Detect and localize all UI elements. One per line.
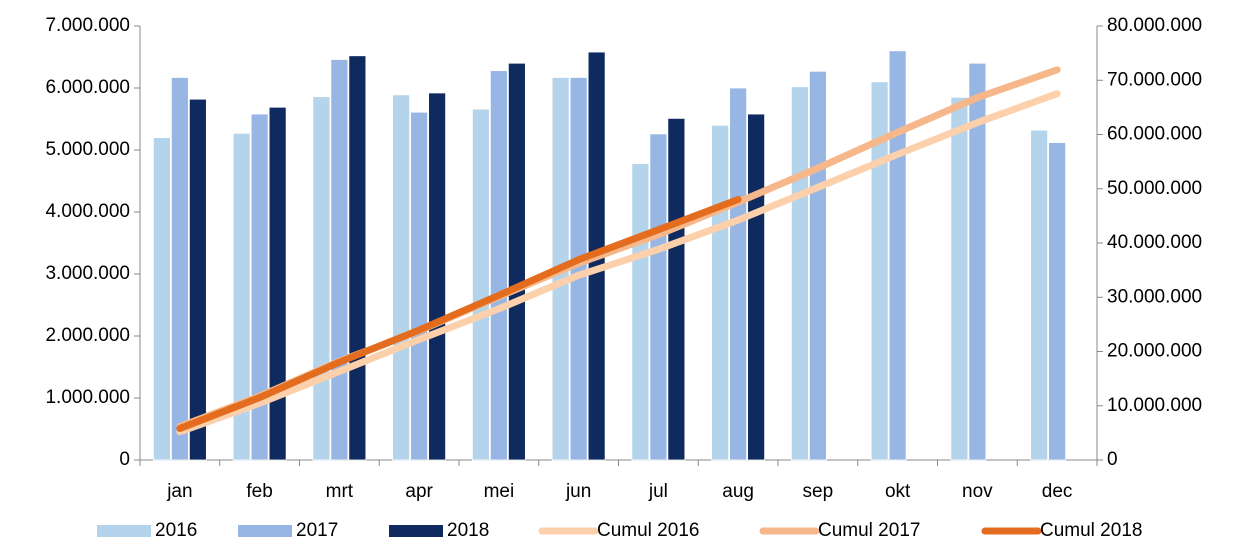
bar (667, 117, 686, 461)
bar (392, 94, 411, 461)
bar (808, 70, 827, 461)
y2-tick-label: 40.000.000 (1107, 232, 1202, 253)
bar (170, 77, 189, 461)
legend-label: 2016 (155, 520, 197, 541)
y-tick-label: 6.000.000 (45, 77, 130, 98)
bar (950, 96, 969, 461)
x-tick-label: mei (484, 481, 515, 502)
y-tick-label: 4.000.000 (45, 201, 130, 222)
bar (471, 108, 490, 461)
legend-swatch (238, 525, 292, 537)
bar (1030, 129, 1049, 461)
bar (312, 96, 331, 461)
bar (968, 62, 987, 461)
bar (428, 92, 447, 461)
bar (188, 98, 207, 461)
x-tick-label: jun (565, 481, 591, 502)
x-tick-label: jul (648, 481, 668, 502)
y-tick-label: 1.000.000 (45, 387, 130, 408)
x-tick-label: sep (803, 481, 834, 502)
y2-tick-label: 10.000.000 (1107, 395, 1202, 416)
y-tick-label: 0 (119, 449, 130, 470)
bar (747, 113, 766, 461)
bar (330, 59, 349, 461)
y2-tick-label: 20.000.000 (1107, 341, 1202, 362)
y2-tick-label: 50.000.000 (1107, 178, 1202, 199)
bar (729, 87, 748, 461)
legend-label: Cumul 2018 (1040, 520, 1142, 541)
bar (631, 163, 650, 461)
bar (232, 132, 251, 461)
y2-tick-label: 30.000.000 (1107, 286, 1202, 307)
bar (507, 62, 526, 461)
x-tick-label: jan (166, 481, 192, 502)
bar (152, 137, 171, 461)
y2-tick-label: 70.000.000 (1107, 69, 1202, 90)
line (176, 90, 1061, 436)
x-tick-label: nov (962, 481, 993, 502)
legend-label: 2018 (447, 520, 489, 541)
x-tick-label: dec (1042, 481, 1073, 502)
bar (649, 133, 668, 461)
bar (1048, 142, 1067, 461)
bar (489, 70, 508, 461)
y2-tick-label: 0 (1107, 449, 1118, 470)
bar (711, 124, 730, 461)
bar (870, 81, 889, 461)
bar (250, 113, 269, 461)
bar (790, 86, 809, 461)
legend-label: Cumul 2017 (818, 520, 920, 541)
y2-tick-label: 80.000.000 (1107, 15, 1202, 36)
y-tick-label: 5.000.000 (45, 139, 130, 160)
x-tick-label: mrt (326, 481, 354, 502)
y2-tick-label: 60.000.000 (1107, 124, 1202, 145)
bar (888, 50, 907, 461)
x-tick-label: apr (405, 481, 433, 502)
y-tick-label: 2.000.000 (45, 325, 130, 346)
bar (268, 106, 287, 461)
bar (348, 55, 367, 461)
line (176, 195, 742, 432)
legend-label: 2017 (296, 520, 338, 541)
y-tick-label: 3.000.000 (45, 263, 130, 284)
x-tick-label: aug (722, 481, 754, 502)
y-tick-label: 7.000.000 (45, 15, 130, 36)
legend-swatch (389, 525, 443, 537)
legend-label: Cumul 2016 (597, 520, 699, 541)
bar (410, 111, 429, 461)
x-tick-label: okt (885, 481, 911, 502)
legend-swatch (97, 525, 151, 537)
x-tick-label: feb (246, 481, 272, 502)
